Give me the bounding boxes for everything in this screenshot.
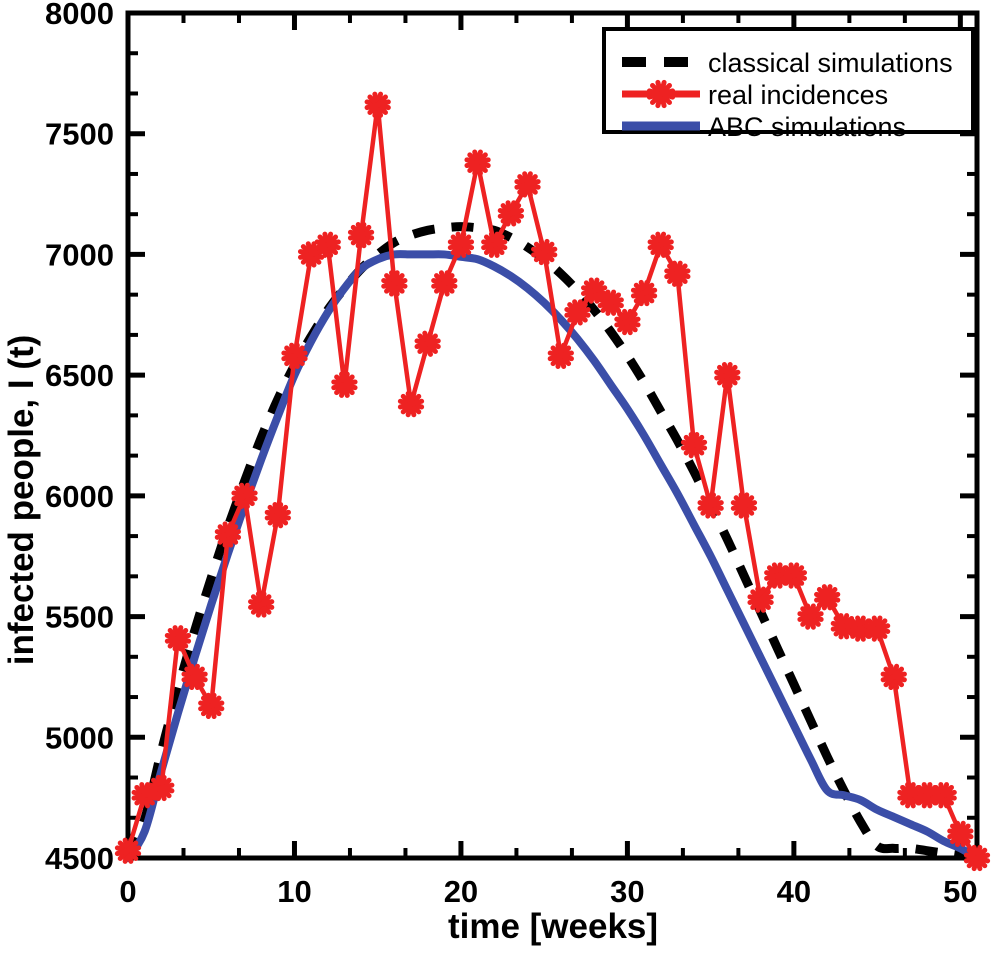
data-point-marker xyxy=(164,625,192,652)
data-point-marker xyxy=(264,502,291,529)
data-point-marker xyxy=(231,482,258,509)
y-tick-label: 4500 xyxy=(45,841,114,876)
data-point-marker xyxy=(331,371,358,398)
data-point-marker xyxy=(747,586,774,613)
data-point-marker xyxy=(531,238,558,266)
legend-label: real incidences xyxy=(708,80,888,110)
y-tick-label: 7500 xyxy=(45,117,114,152)
data-point-marker xyxy=(830,613,857,640)
series-line-real-incidences xyxy=(125,102,980,861)
data-point-marker xyxy=(414,330,441,357)
y-tick-label: 6500 xyxy=(45,358,114,393)
data-point-marker xyxy=(614,308,641,336)
data-point-marker xyxy=(314,231,341,258)
y-axis-title: infected people, I (t) xyxy=(2,335,41,666)
x-tick-label: 0 xyxy=(119,874,136,909)
data-point-marker xyxy=(148,774,175,802)
data-point-marker xyxy=(514,171,541,198)
data-point-marker xyxy=(930,782,957,809)
x-tick-label: 50 xyxy=(943,874,977,909)
legend-swatch-asterisk-icon xyxy=(646,79,676,109)
data-point-marker xyxy=(814,584,841,611)
y-tick-label: 8000 xyxy=(45,0,114,31)
legend-entry[interactable]: classical simulations xyxy=(622,48,953,78)
data-point-marker xyxy=(880,663,907,691)
x-tick-label: 10 xyxy=(277,874,311,909)
x-axis-tick-labels: 0 10 20 30 40 50 xyxy=(119,874,977,909)
data-point-marker xyxy=(947,820,974,847)
data-point-marker xyxy=(797,603,824,630)
y-tick-label: 5000 xyxy=(45,720,114,755)
data-point-marker xyxy=(181,663,208,691)
y-axis-ticks xyxy=(128,10,977,861)
data-point-marker xyxy=(397,390,425,418)
x-tick-label: 40 xyxy=(777,874,811,909)
data-point-marker xyxy=(664,260,691,287)
data-point-marker xyxy=(464,149,491,176)
data-point-marker xyxy=(714,362,741,389)
data-point-marker xyxy=(131,782,158,809)
y-tick-label: 5500 xyxy=(45,600,114,635)
data-point-marker xyxy=(114,837,142,864)
series-layer xyxy=(114,91,991,872)
data-point-marker xyxy=(214,521,242,548)
data-point-marker xyxy=(198,692,225,720)
data-point-marker xyxy=(281,342,308,369)
data-point-marker xyxy=(780,562,808,589)
series-markers-real-incidences xyxy=(114,91,991,872)
legend-label: classical simulations xyxy=(708,48,953,78)
x-axis-title: time [weeks] xyxy=(448,907,658,946)
data-point-marker xyxy=(248,591,275,618)
legend-entry[interactable]: real incidences xyxy=(622,79,888,110)
data-point-marker xyxy=(347,221,375,249)
x-tick-label: 20 xyxy=(444,874,478,909)
data-point-marker xyxy=(431,270,458,297)
data-point-marker xyxy=(680,432,708,459)
y-tick-label: 7000 xyxy=(45,237,114,272)
legend-entry[interactable]: ABC simulations xyxy=(622,112,906,142)
data-point-marker xyxy=(697,492,724,519)
data-point-marker xyxy=(580,277,608,304)
data-point-marker xyxy=(364,91,391,118)
data-point-marker xyxy=(597,289,624,316)
data-point-marker xyxy=(547,342,574,369)
data-point-marker xyxy=(963,844,991,872)
y-tick-label: 6000 xyxy=(45,479,114,514)
data-point-marker xyxy=(863,615,891,642)
data-point-marker xyxy=(481,231,508,258)
data-point-marker xyxy=(447,231,475,258)
legend-label: ABC simulations xyxy=(708,112,906,142)
x-tick-label: 30 xyxy=(610,874,644,909)
data-point-marker xyxy=(564,299,591,326)
y-axis-tick-labels: 4500 5000 5500 6000 6500 7000 7500 8000 xyxy=(45,0,114,876)
data-point-marker xyxy=(647,231,674,258)
data-point-marker xyxy=(630,279,658,307)
data-point-marker xyxy=(381,270,408,297)
data-point-marker xyxy=(730,492,758,519)
data-point-marker xyxy=(497,200,525,227)
